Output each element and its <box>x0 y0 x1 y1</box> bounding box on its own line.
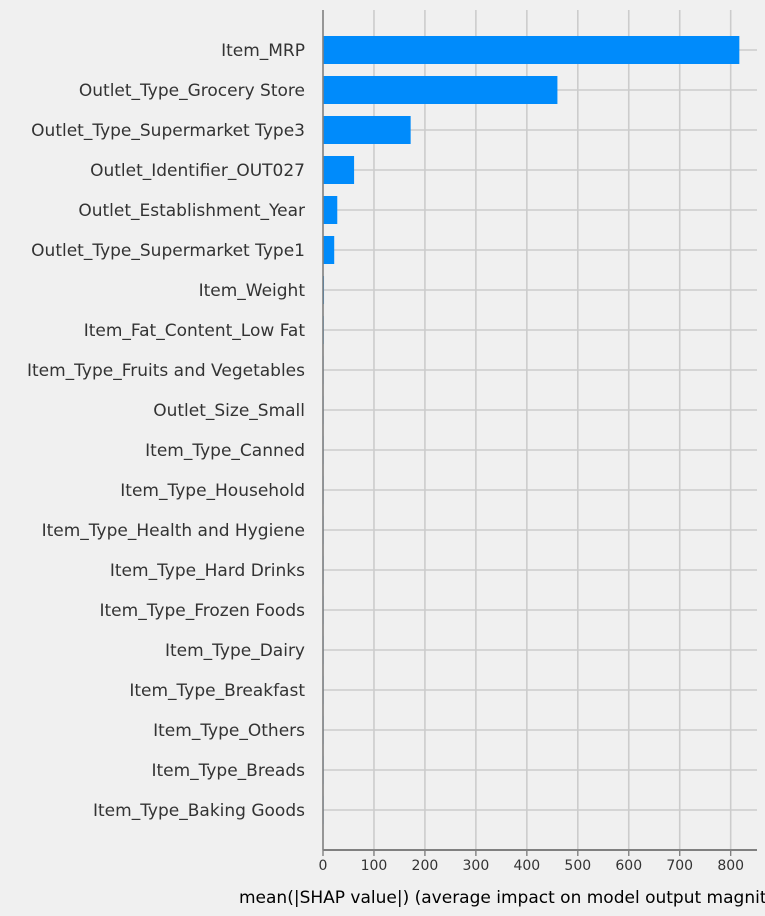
bar <box>323 236 335 264</box>
bar <box>323 36 740 64</box>
x-tick-label: 200 <box>412 858 439 874</box>
category-label: Item_Weight <box>199 281 306 301</box>
x-tick-label: 300 <box>463 858 490 874</box>
category-label: Item_MRP <box>221 41 305 61</box>
category-label: Item_Type_Health and Hygiene <box>42 521 305 541</box>
category-label: Item_Type_Fruits and Vegetables <box>27 361 305 381</box>
category-label: Outlet_Type_Supermarket Type3 <box>31 121 305 141</box>
x-tick-label: 600 <box>615 858 642 874</box>
category-label: Item_Type_Frozen Foods <box>100 601 306 621</box>
bars <box>323 36 740 824</box>
category-label: Item_Fat_Content_Low Fat <box>84 321 306 341</box>
category-label: Outlet_Size_Small <box>153 401 305 421</box>
bar <box>323 116 411 144</box>
category-label: Item_Type_Household <box>120 481 305 501</box>
x-tick-label: 800 <box>717 858 744 874</box>
category-label: Item_Type_Hard Drinks <box>110 561 305 581</box>
category-label: Item_Type_Canned <box>145 441 305 461</box>
bar <box>323 156 355 184</box>
x-tick-label: 500 <box>564 858 591 874</box>
bar <box>323 196 338 224</box>
x-tick-label: 100 <box>361 858 388 874</box>
category-label: Item_Type_Others <box>153 721 305 741</box>
category-label: Outlet_Type_Supermarket Type1 <box>31 241 305 261</box>
bar <box>323 76 558 104</box>
x-tick-label: 700 <box>666 858 693 874</box>
category-label: Outlet_Establishment_Year <box>78 201 305 221</box>
category-label: Item_Type_Breakfast <box>129 681 305 701</box>
x-tick-label: 0 <box>319 858 328 874</box>
category-label: Item_Type_Breads <box>151 761 305 781</box>
category-label: Item_Type_Baking Goods <box>93 801 305 821</box>
x-axis: 0 100 200 300 400 500 600 700 800 <box>319 10 757 874</box>
category-labels: Item_MRP Outlet_Type_Grocery Store Outlet_… <box>27 41 305 821</box>
category-label: Outlet_Type_Grocery Store <box>79 81 305 101</box>
category-label: Outlet_Identifier_OUT027 <box>90 161 305 181</box>
x-tick-label: 400 <box>513 858 540 874</box>
category-label: Item_Type_Dairy <box>165 641 305 661</box>
x-axis-title: mean(|SHAP value|) (average impact on mo… <box>239 888 765 908</box>
